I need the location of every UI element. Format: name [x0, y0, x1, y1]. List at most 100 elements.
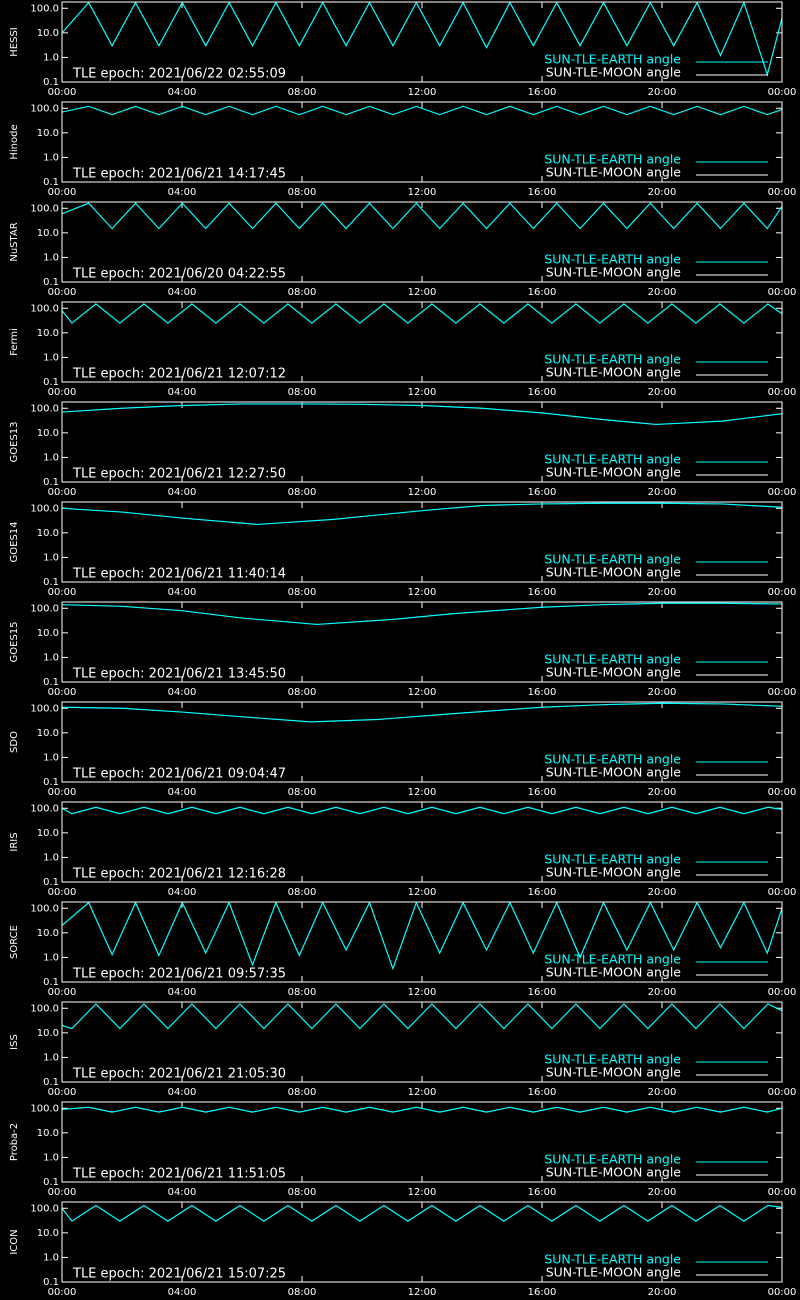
y-tick-label: 0.1 [43, 577, 59, 588]
x-tick-label: 00:00 [48, 1187, 77, 1198]
y-tick-label: 100.0 [30, 903, 59, 914]
panel: 0.1 1.0 10.0 100.0 00:00 04:00 08:00 12:00 16:00… [9, 1, 797, 98]
x-tick-label: 08:00 [288, 787, 317, 798]
legend-label: SUN-TLE-EARTH angle [544, 652, 681, 667]
x-tick-label: 20:00 [648, 1287, 677, 1298]
y-tick-label: 10.0 [37, 928, 59, 939]
x-tick-label: 08:00 [288, 187, 317, 198]
annotation: TLE epoch: 2021/06/21 14:17:45 [72, 167, 286, 182]
legend-label: SUN-TLE-EARTH angle [544, 1052, 681, 1067]
annotation: TLE epoch: 2021/06/21 15:07:25 [72, 1267, 286, 1282]
annotation: TLE epoch: 2021/06/21 21:05:30 [72, 1067, 286, 1082]
x-tick-label: 12:00 [408, 187, 437, 198]
x-tick-label: 08:00 [288, 887, 317, 898]
y-tick-label: 10.0 [37, 1128, 59, 1139]
panel: 0.1 1.0 10.0 100.0 00:00 04:00 08:00 12:00 16:00… [9, 1201, 797, 1298]
y-tick-label: 10.0 [37, 28, 59, 39]
series-line [62, 303, 782, 324]
x-tick-label: 20:00 [648, 387, 677, 398]
y-tick-label: 0.1 [43, 777, 59, 788]
x-tick-label: 08:00 [288, 1187, 317, 1198]
x-tick-label: 04:00 [168, 1287, 197, 1298]
x-tick-label: 12:00 [408, 87, 437, 98]
annotation: TLE epoch: 2021/06/21 09:04:47 [72, 767, 286, 782]
x-tick-label: 12:00 [408, 987, 437, 998]
y-tick-label: 10.0 [37, 828, 59, 839]
annotation: TLE epoch: 2021/06/21 12:07:12 [72, 367, 286, 382]
x-tick-label: 04:00 [168, 287, 197, 298]
x-tick-label: 12:00 [408, 687, 437, 698]
y-axis-label: SDO [9, 731, 20, 753]
x-tick-label: 16:00 [528, 87, 557, 98]
y-tick-label: 1.0 [43, 452, 59, 463]
x-tick-label: 00:00 [48, 687, 77, 698]
x-tick-label: 00:00 [768, 687, 797, 698]
x-tick-label: 08:00 [288, 687, 317, 698]
annotation: TLE epoch: 2021/06/21 12:27:50 [72, 467, 286, 482]
x-tick-label: 16:00 [528, 487, 557, 498]
series-line [62, 806, 782, 815]
x-tick-label: 00:00 [48, 487, 77, 498]
x-tick-label: 04:00 [168, 1187, 197, 1198]
y-tick-label: 100.0 [30, 203, 59, 214]
series-line [62, 202, 782, 230]
x-tick-label: 04:00 [168, 1087, 197, 1098]
legend-label: SUN-TLE-MOON angle [546, 1065, 682, 1080]
x-tick-label: 00:00 [48, 1287, 77, 1298]
series-line [62, 602, 782, 626]
y-tick-label: 1.0 [43, 352, 59, 363]
x-tick-label: 00:00 [768, 287, 797, 298]
series-line [62, 1106, 782, 1113]
x-tick-label: 16:00 [528, 687, 557, 698]
series-line [62, 702, 782, 723]
legend-label: SUN-TLE-EARTH angle [544, 352, 681, 367]
x-tick-label: 00:00 [48, 1087, 77, 1098]
y-tick-label: 100.0 [30, 303, 59, 314]
y-tick-label: 10.0 [37, 328, 59, 339]
x-tick-label: 00:00 [768, 1187, 797, 1198]
legend-label: SUN-TLE-MOON angle [546, 365, 682, 380]
y-tick-label: 1.0 [43, 952, 59, 963]
annotation: TLE epoch: 2021/06/21 11:40:14 [72, 567, 286, 582]
series-line [62, 1204, 782, 1222]
legend-label: SUN-TLE-EARTH angle [544, 252, 681, 267]
legend-label: SUN-TLE-MOON angle [546, 565, 682, 580]
x-tick-label: 00:00 [48, 587, 77, 598]
y-axis-label: NuSTAR [9, 222, 20, 261]
y-axis-label: ISS [9, 1034, 20, 1050]
y-tick-label: 0.1 [43, 1277, 59, 1288]
y-tick-label: 100.0 [30, 1003, 59, 1014]
y-tick-label: 100.0 [30, 503, 59, 514]
annotation: TLE epoch: 2021/06/20 04:22:55 [72, 267, 286, 282]
plot-frame [61, 101, 783, 183]
series-line [62, 902, 782, 971]
legend-label: SUN-TLE-EARTH angle [544, 752, 681, 767]
x-tick-label: 00:00 [768, 387, 797, 398]
x-tick-label: 16:00 [528, 1087, 557, 1098]
x-tick-label: 00:00 [768, 87, 797, 98]
annotation: TLE epoch: 2021/06/21 11:51:05 [72, 1167, 286, 1182]
x-tick-label: 16:00 [528, 887, 557, 898]
x-tick-label: 20:00 [648, 587, 677, 598]
legend-label: SUN-TLE-MOON angle [546, 65, 682, 80]
plot-frame [61, 801, 783, 883]
legend-label: SUN-TLE-MOON angle [546, 865, 682, 880]
x-tick-label: 20:00 [648, 1187, 677, 1198]
y-tick-label: 0.1 [43, 177, 59, 188]
legend-label: SUN-TLE-EARTH angle [544, 1252, 681, 1267]
panel: 0.1 1.0 10.0 100.0 00:00 04:00 08:00 12:00 16:00… [9, 501, 796, 598]
legend-label: SUN-TLE-EARTH angle [544, 152, 681, 167]
y-tick-label: 0.1 [43, 1177, 59, 1188]
panel: 0.1 1.0 10.0 100.0 00:00 04:00 08:00 12:00 16:00… [9, 301, 797, 398]
x-tick-label: 20:00 [648, 87, 677, 98]
y-axis-label: Proba-2 [9, 1123, 20, 1161]
x-tick-label: 04:00 [168, 687, 197, 698]
x-tick-label: 00:00 [768, 1287, 797, 1298]
legend-label: SUN-TLE-MOON angle [546, 165, 682, 180]
x-tick-label: 20:00 [648, 287, 677, 298]
panel: 0.1 1.0 10.0 100.0 00:00 04:00 08:00 12:00 16:00… [9, 901, 796, 998]
legend-label: SUN-TLE-MOON angle [546, 665, 682, 680]
x-tick-label: 12:00 [408, 887, 437, 898]
x-tick-label: 04:00 [168, 987, 197, 998]
